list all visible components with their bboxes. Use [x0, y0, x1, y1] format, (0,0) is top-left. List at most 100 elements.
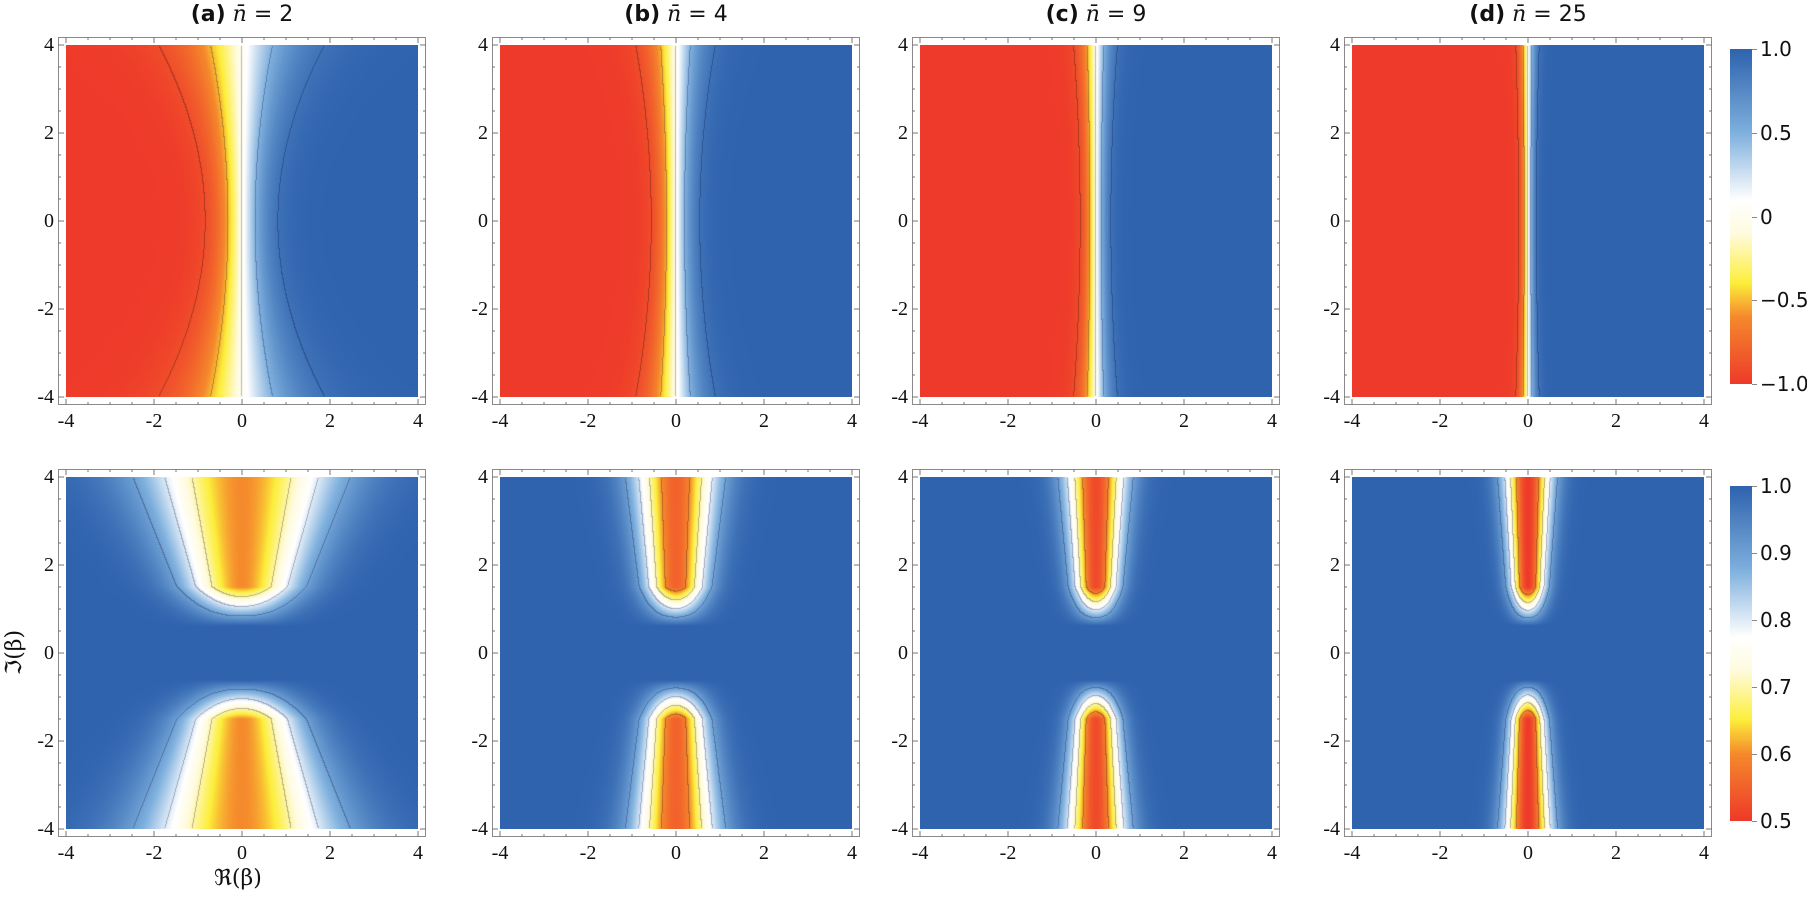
colorbar-tick-label: 1.0	[1760, 37, 1792, 61]
y-tick-label: 4	[478, 34, 488, 56]
x-tick-label: -2	[999, 842, 1017, 864]
y-tick-label: 0	[1330, 210, 1340, 232]
x-tick-label: -4	[491, 410, 509, 432]
colorbar-tick-label: 0.6	[1760, 742, 1792, 766]
nbar-value: 4	[713, 2, 728, 27]
colorbar-tick-mark	[1752, 384, 1757, 385]
colorbar-tick-label: −1.0	[1760, 372, 1807, 396]
y-tick-label: -2	[1323, 298, 1340, 320]
y-tick-label: -4	[1323, 818, 1340, 840]
heatmap	[1351, 44, 1704, 397]
panel-bottom-a	[57, 468, 426, 837]
y-tick-label: -2	[471, 298, 488, 320]
x-tick-label: -4	[911, 842, 929, 864]
nbar-value: 25	[1558, 2, 1587, 27]
y-tick-label: -4	[471, 386, 488, 408]
panel-label: (c)	[1045, 2, 1079, 27]
x-tick-label: 0	[1091, 410, 1101, 432]
x-tick-label: 4	[847, 410, 857, 432]
panel-bottom-d	[1343, 468, 1712, 837]
heatmap	[65, 476, 418, 829]
y-tick-label: -4	[471, 818, 488, 840]
x-tick-label: 4	[1699, 842, 1709, 864]
colorbar-bottom	[1730, 486, 1752, 821]
x-tick-label: -4	[1343, 842, 1361, 864]
nbar-symbol: n̄ =	[660, 2, 714, 27]
x-tick-label: 2	[759, 842, 769, 864]
colorbar-tick-mark	[1752, 754, 1757, 755]
x-tick-label: 2	[1611, 842, 1621, 864]
heatmap	[499, 44, 852, 397]
x-tick-label: -2	[579, 410, 597, 432]
colorbar-tick-label: −0.5	[1760, 288, 1807, 313]
y-tick-label: -2	[891, 730, 908, 752]
y-tick-label: 4	[1330, 466, 1340, 488]
y-axis-label: ℑ(β)	[2, 629, 28, 676]
colorbar-tick-mark	[1752, 49, 1757, 50]
x-axis-label: ℜ(β)	[214, 866, 262, 891]
colorbar-tick-label: 0.8	[1760, 608, 1792, 632]
y-tick-label: -2	[891, 298, 908, 320]
x-tick-label: 2	[325, 410, 335, 432]
y-tick-label: 2	[44, 122, 54, 144]
y-tick-label: 0	[898, 642, 908, 664]
y-tick-label: -4	[1323, 386, 1340, 408]
nbar-value: 2	[279, 2, 294, 27]
panel-top-b	[491, 36, 860, 405]
y-tick-label: -2	[471, 730, 488, 752]
x-tick-label: -2	[1431, 410, 1449, 432]
colorbar-tick-mark	[1752, 553, 1757, 554]
x-tick-label: 2	[1611, 410, 1621, 432]
x-tick-label: 0	[237, 410, 247, 432]
y-tick-label: 4	[478, 466, 488, 488]
x-tick-label: 2	[759, 410, 769, 432]
panel-title-c: (c) n̄ = 9	[946, 2, 1246, 27]
x-tick-label: 2	[325, 842, 335, 864]
colorbar-tick-mark	[1752, 821, 1757, 822]
heatmap	[65, 44, 418, 397]
panel-label: (d)	[1469, 2, 1506, 27]
x-tick-label: -4	[911, 410, 929, 432]
x-tick-label: 0	[671, 410, 681, 432]
x-tick-label: 0	[671, 842, 681, 864]
x-tick-label: -4	[57, 842, 75, 864]
colorbar-tick-label: 1.0	[1760, 474, 1792, 498]
x-tick-label: 0	[1091, 842, 1101, 864]
panel-title-a: (a) n̄ = 2	[92, 2, 392, 27]
x-tick-label: 4	[413, 410, 423, 432]
colorbar-tick-label: 0	[1760, 204, 1773, 229]
y-tick-label: 4	[1330, 34, 1340, 56]
y-tick-label: 0	[898, 210, 908, 232]
colorbar-tick-mark	[1752, 486, 1757, 487]
y-tick-label: 0	[478, 642, 488, 664]
x-tick-label: -4	[57, 410, 75, 432]
nbar-value: 9	[1132, 2, 1147, 27]
colorbar-tick-mark	[1752, 687, 1757, 688]
y-tick-label: -4	[891, 818, 908, 840]
colorbar-tick-mark	[1752, 300, 1757, 302]
colorbar-tick-label: 0.5	[1760, 120, 1792, 145]
colorbar-tick-label: 0.7	[1760, 675, 1792, 699]
x-tick-label: -2	[1431, 842, 1449, 864]
panel-bottom-b	[491, 468, 860, 837]
x-tick-label: -2	[145, 842, 163, 864]
heatmap	[1351, 476, 1704, 829]
x-tick-label: -4	[1343, 410, 1361, 432]
x-tick-label: -2	[579, 842, 597, 864]
colorbar-top	[1730, 49, 1752, 384]
x-tick-label: 0	[1523, 410, 1533, 432]
y-tick-label: 0	[44, 642, 54, 664]
panel-label: (a)	[190, 2, 226, 27]
y-tick-label: 2	[44, 554, 54, 576]
panel-title-b: (b) n̄ = 4	[526, 2, 826, 27]
y-tick-label: -2	[1323, 730, 1340, 752]
x-tick-label: 4	[847, 842, 857, 864]
panel-top-a	[57, 36, 426, 405]
panel-title-d: (d) n̄ = 25	[1378, 2, 1678, 27]
y-tick-label: 0	[44, 210, 54, 232]
y-tick-label: 2	[1330, 554, 1340, 576]
y-tick-label: -2	[37, 298, 54, 320]
y-tick-label: 4	[898, 34, 908, 56]
x-tick-label: 2	[1179, 842, 1189, 864]
colorbar-tick-label: 0.9	[1760, 541, 1792, 565]
